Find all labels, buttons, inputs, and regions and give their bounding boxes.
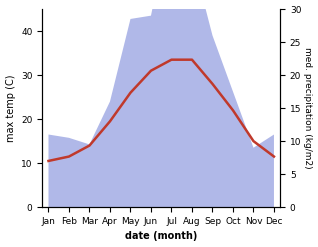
X-axis label: date (month): date (month) (125, 231, 197, 242)
Y-axis label: med. precipitation (kg/m2): med. precipitation (kg/m2) (303, 47, 313, 169)
Y-axis label: max temp (C): max temp (C) (5, 74, 16, 142)
